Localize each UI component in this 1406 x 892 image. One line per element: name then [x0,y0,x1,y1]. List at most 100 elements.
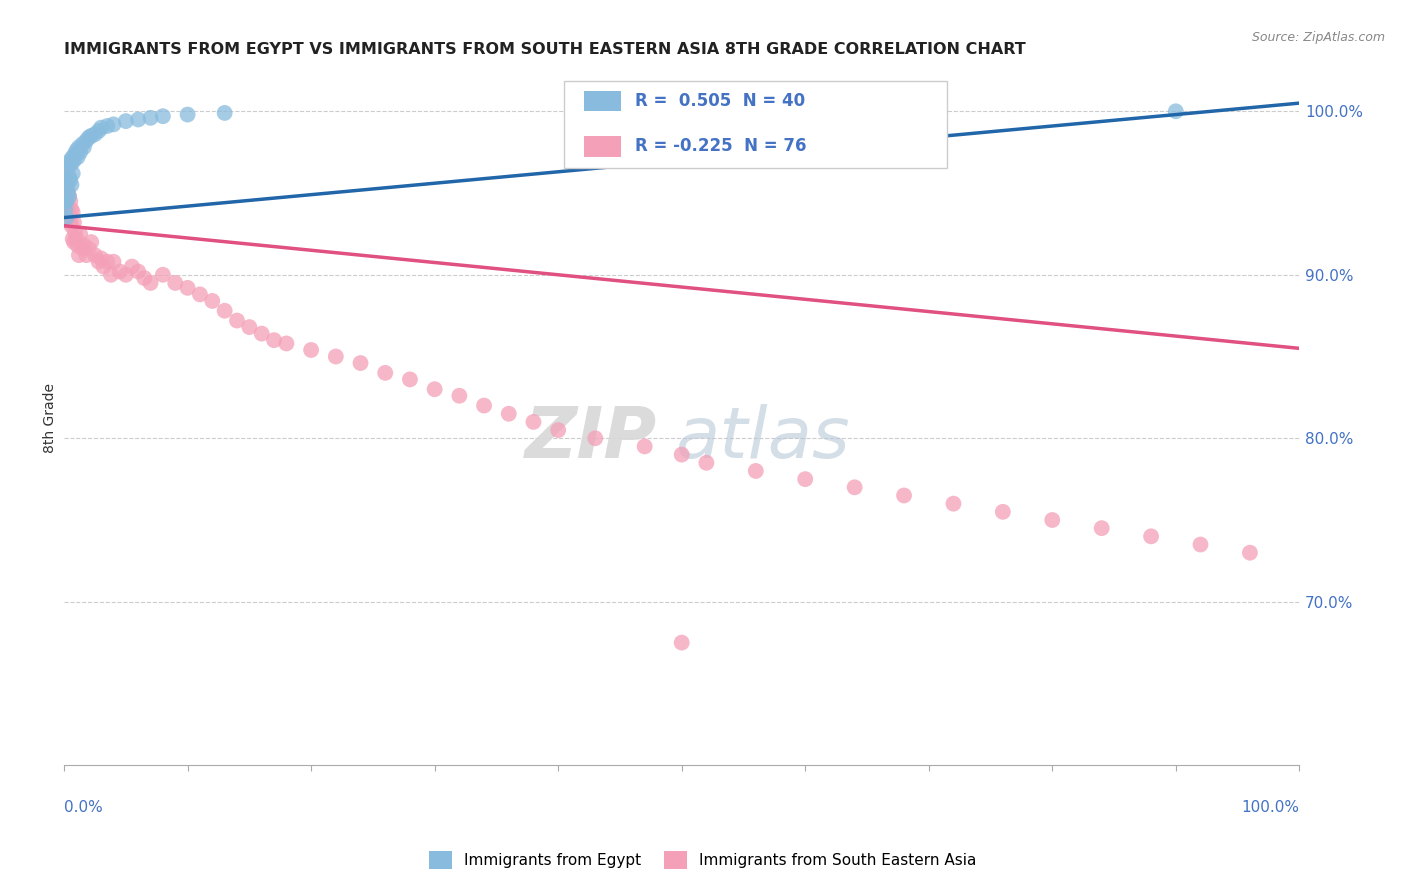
Point [238,320,260,334]
Point [69,145,91,160]
Point [1189,537,1212,551]
Point [1239,546,1261,560]
Text: Source: ZipAtlas.com: Source: ZipAtlas.com [1251,31,1385,45]
Point [59,153,82,168]
Point [60,219,83,233]
Point [58,189,80,203]
FancyBboxPatch shape [583,91,621,112]
Point [1164,104,1187,119]
Point [374,366,396,380]
Point [56,186,79,200]
Point [942,497,965,511]
Point [96,254,118,268]
Point [633,439,655,453]
Point [472,399,495,413]
Point [188,287,211,301]
Point [114,268,136,282]
Point [423,382,446,396]
Point [152,109,174,123]
Point [66,150,89,164]
Point [498,407,520,421]
Point [62,150,84,164]
Point [991,505,1014,519]
Point [139,276,162,290]
Point [114,114,136,128]
FancyBboxPatch shape [564,81,948,168]
Point [58,189,80,203]
Point [59,173,82,187]
Point [80,128,103,143]
Point [75,134,97,148]
Point [695,456,717,470]
Point [60,156,83,170]
Text: 0.0%: 0.0% [65,800,103,815]
Text: atlas: atlas [675,404,851,473]
Point [62,205,84,219]
Point [55,194,77,209]
Point [62,232,84,246]
Y-axis label: 8th Grade: 8th Grade [44,383,58,453]
Point [90,252,112,266]
Point [56,202,79,217]
Point [108,264,131,278]
Point [671,635,693,649]
Point [127,112,149,127]
Point [63,146,86,161]
Point [55,178,77,192]
Point [58,156,80,170]
Point [1091,521,1114,535]
Point [69,227,91,241]
Point [77,130,100,145]
Point [1140,529,1163,543]
Point [87,124,110,138]
Point [1040,513,1063,527]
Point [67,140,90,154]
Point [72,242,94,256]
Point [214,106,236,120]
Point [67,248,90,262]
Text: R =  0.505  N = 40: R = 0.505 N = 40 [634,92,804,110]
Point [55,178,77,192]
Point [103,117,125,131]
Point [84,248,107,262]
Point [58,169,80,184]
Text: R = -0.225  N = 76: R = -0.225 N = 76 [634,137,806,155]
Point [65,144,87,158]
Point [72,136,94,151]
Point [58,205,80,219]
Point [100,268,122,282]
Point [93,260,115,274]
Point [325,350,347,364]
Point [59,215,82,229]
Point [62,166,84,180]
Point [299,343,322,357]
Point [66,238,89,252]
Point [53,194,76,209]
Point [583,431,606,445]
Point [547,423,569,437]
Point [53,202,76,217]
Point [226,313,249,327]
Point [176,281,198,295]
Point [844,480,866,494]
Point [73,140,96,154]
Point [75,248,97,262]
Point [103,254,125,268]
Legend: Immigrants from Egypt, Immigrants from South Eastern Asia: Immigrants from Egypt, Immigrants from S… [423,845,983,875]
Point [522,415,544,429]
Point [60,178,83,192]
Point [745,464,768,478]
Point [152,268,174,282]
Point [55,211,77,225]
Point [399,372,422,386]
Text: 100.0%: 100.0% [1241,800,1299,815]
Point [349,356,371,370]
Point [127,264,149,278]
Point [73,238,96,252]
Text: ZIP: ZIP [524,404,657,473]
Point [214,303,236,318]
Point [449,389,471,403]
Point [139,111,162,125]
Point [90,120,112,135]
Point [87,254,110,268]
